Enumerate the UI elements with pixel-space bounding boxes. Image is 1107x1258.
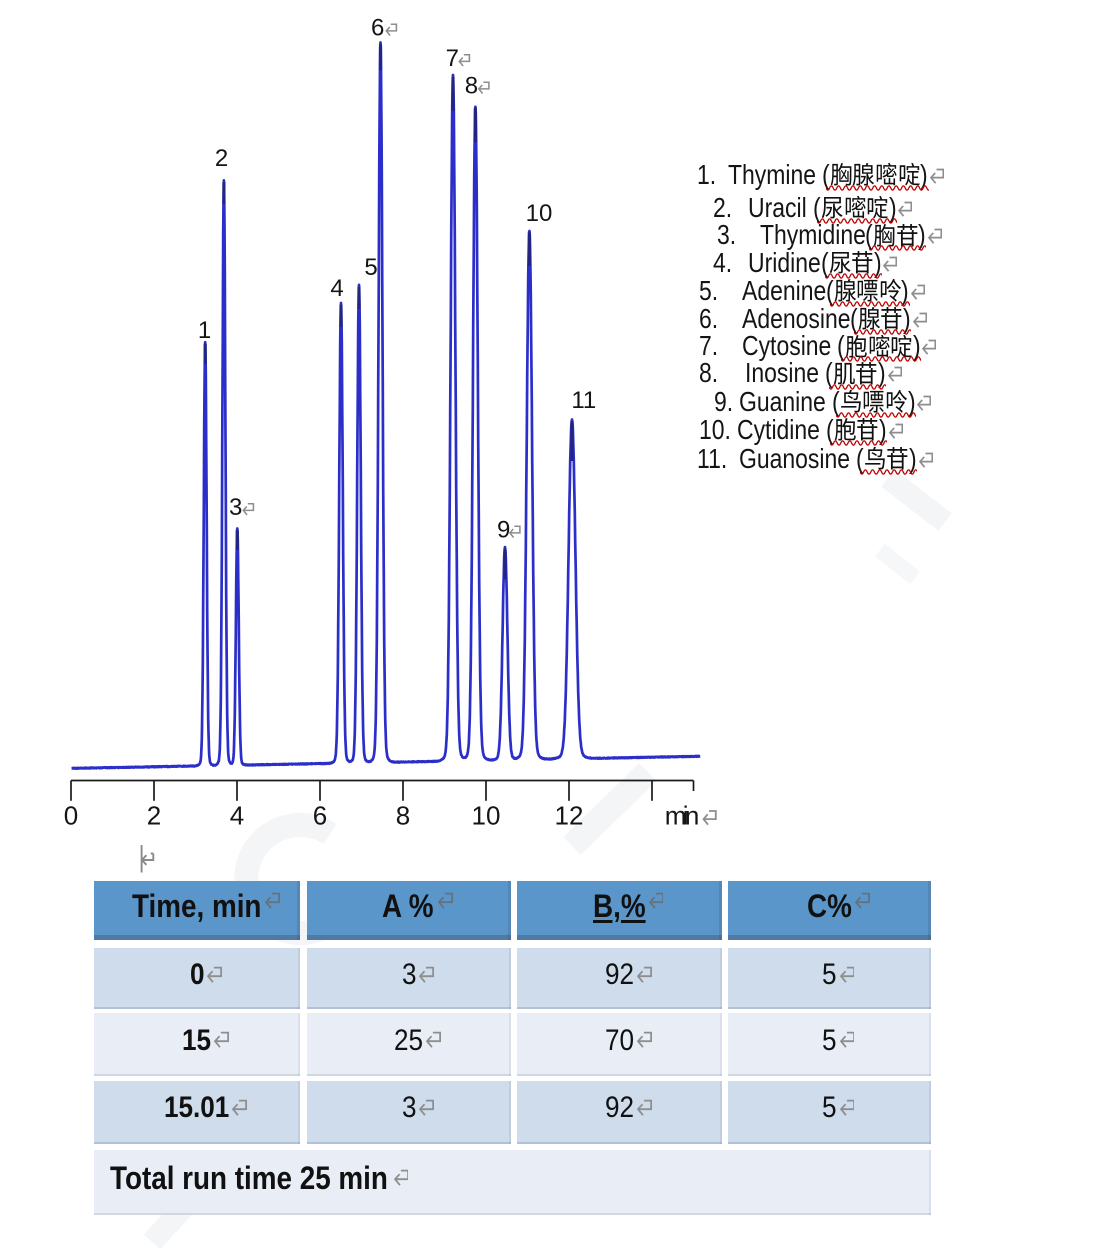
svg-text:11: 11 — [571, 387, 596, 414]
svg-text:5: 5 — [364, 254, 377, 281]
svg-text:8: 8 — [465, 73, 478, 100]
svg-text:4: 4 — [330, 275, 343, 302]
svg-text:2: 2 — [215, 145, 228, 172]
svg-text:1: 1 — [198, 317, 211, 344]
svg-text:3: 3 — [229, 494, 242, 521]
svg-text:8: 8 — [396, 801, 410, 831]
svg-text:10: 10 — [526, 200, 553, 227]
svg-text:4: 4 — [230, 801, 244, 831]
svg-text:9: 9 — [497, 517, 510, 544]
svg-text:6: 6 — [313, 801, 327, 831]
svg-text:2: 2 — [147, 801, 161, 831]
svg-text:10: 10 — [472, 801, 501, 831]
svg-text:12: 12 — [555, 801, 584, 831]
svg-text:0: 0 — [64, 801, 78, 831]
svg-text:7: 7 — [446, 45, 459, 72]
svg-text:min: min — [665, 801, 700, 831]
svg-text:6: 6 — [371, 15, 384, 42]
